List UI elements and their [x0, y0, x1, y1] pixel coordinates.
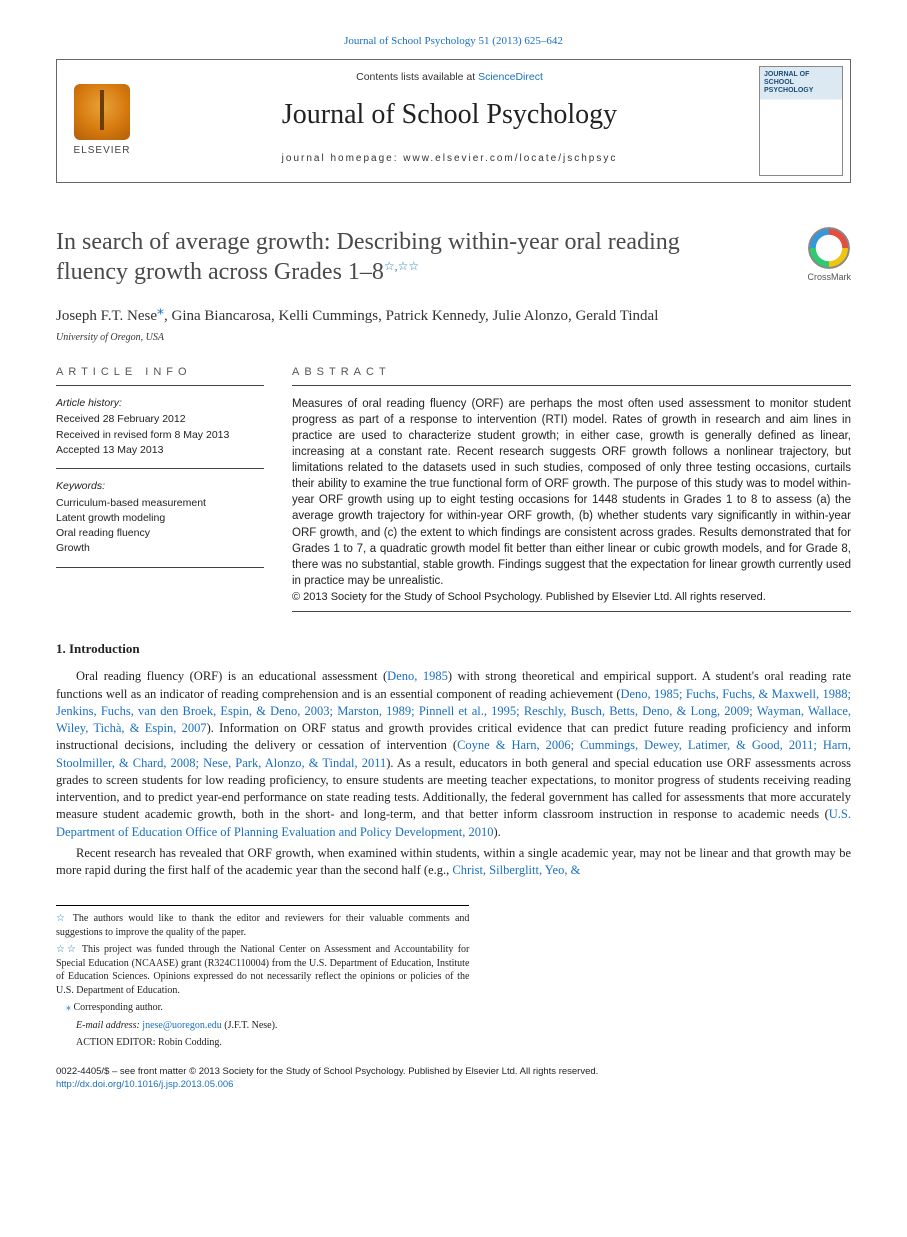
publisher-name: ELSEVIER [74, 144, 131, 158]
article-history-block: Article history: Received 28 February 20… [56, 396, 264, 469]
intro-paragraph-2: Recent research has revealed that ORF gr… [56, 845, 851, 880]
footnote-mark: ☆ [56, 913, 68, 924]
citation-link[interactable]: Journal of School Psychology 51 (2013) 6… [344, 35, 563, 47]
abstract-column: ABSTRACT Measures of oral reading fluenc… [292, 365, 851, 612]
cover-thumb-title: JOURNAL OF SCHOOL PSYCHOLOGY [764, 71, 838, 94]
abstract-body: Measures of oral reading fluency (ORF) a… [292, 398, 851, 587]
journal-masthead: ELSEVIER Contents lists available at Sci… [56, 59, 851, 183]
footnote-1-text: The authors would like to thank the edit… [56, 913, 469, 938]
history-accepted: Accepted 13 May 2013 [56, 443, 264, 458]
journal-title: Journal of School Psychology [155, 95, 744, 134]
page-bottom-meta: 0022-4405/$ – see front matter © 2013 So… [56, 1066, 851, 1092]
citation-link[interactable]: Christ, Silberglitt, Yeo, & [452, 863, 580, 877]
article-info-column: ARTICLE INFO Article history: Received 2… [56, 365, 264, 612]
footnote-2: ☆☆ This project was funded through the N… [56, 943, 469, 997]
homepage-url: www.elsevier.com/locate/jschpsyc [403, 153, 617, 164]
cover-thumb-cell: JOURNAL OF SCHOOL PSYCHOLOGY [752, 60, 850, 182]
crossmark-label: CrossMark [807, 271, 851, 284]
abstract-copyright: © 2013 Society for the Study of School P… [292, 591, 766, 603]
corresponding-author-mark[interactable]: ⁎ [157, 303, 164, 318]
contents-available-line: Contents lists available at ScienceDirec… [155, 70, 744, 85]
history-label: Article history: [56, 396, 264, 411]
corresponding-email-link[interactable]: jnese@uoregon.edu [142, 1020, 221, 1031]
crossmark-widget[interactable]: CrossMark [807, 227, 851, 284]
journal-homepage-line: journal homepage: www.elsevier.com/locat… [155, 152, 744, 166]
footnote-3-text: Corresponding author. [71, 1002, 163, 1013]
crossmark-icon [808, 227, 850, 269]
article-title-text: In search of average growth: Describing … [56, 229, 680, 285]
elsevier-tree-icon [74, 84, 130, 140]
author-rest: , Gina Biancarosa, Kelli Cummings, Patri… [164, 308, 658, 324]
intro-paragraph-1: Oral reading fluency (ORF) is an educati… [56, 668, 851, 841]
keywords-label: Keywords: [56, 479, 264, 494]
keywords-block: Keywords: Curriculum-based measurement L… [56, 479, 264, 568]
author-affiliation: University of Oregon, USA [56, 331, 851, 345]
keyword-4: Growth [56, 541, 264, 556]
front-matter-line: 0022-4405/$ – see front matter © 2013 So… [56, 1066, 851, 1079]
action-editor: ACTION EDITOR: Robin Codding. [56, 1036, 469, 1050]
elsevier-logo: ELSEVIER [74, 84, 131, 158]
citation-link[interactable]: Deno, 1985 [387, 669, 448, 683]
journal-cover-thumb: JOURNAL OF SCHOOL PSYCHOLOGY [759, 66, 843, 176]
keyword-3: Oral reading fluency [56, 526, 264, 541]
email-suffix: (J.F.T. Nese). [222, 1020, 278, 1031]
author-list: Joseph F.T. Nese⁎, Gina Biancarosa, Kell… [56, 301, 851, 327]
footnote-email: E-mail address: jnese@uoregon.edu (J.F.T… [56, 1019, 469, 1033]
keyword-2: Latent growth modeling [56, 511, 264, 526]
footnote-2-text: This project was funded through the Nati… [56, 944, 469, 996]
contents-prefix: Contents lists available at [356, 71, 478, 83]
article-title: In search of average growth: Describing … [56, 227, 696, 287]
p1-text-a: Oral reading fluency (ORF) is an educati… [76, 669, 387, 683]
footnote-3: ⁎ Corresponding author. [56, 1001, 469, 1015]
history-revised: Received in revised form 8 May 2013 [56, 428, 264, 443]
title-footnote-marks: ☆,☆☆ [384, 259, 419, 273]
abstract-text: Measures of oral reading fluency (ORF) a… [292, 396, 851, 613]
masthead-center: Contents lists available at ScienceDirec… [147, 60, 752, 182]
email-label: E-mail address: [76, 1020, 142, 1031]
history-received: Received 28 February 2012 [56, 412, 264, 427]
section-heading-intro: 1. Introduction [56, 640, 851, 658]
footnote-1: ☆ The authors would like to thank the ed… [56, 912, 469, 939]
p1-text-e: ). [494, 825, 501, 839]
sciencedirect-link[interactable]: ScienceDirect [478, 71, 543, 83]
publisher-logo-cell: ELSEVIER [57, 60, 147, 182]
footnote-mark: ☆☆ [56, 944, 78, 955]
citation-header: Journal of School Psychology 51 (2013) 6… [56, 34, 851, 49]
keyword-1: Curriculum-based measurement [56, 496, 264, 511]
article-info-label: ARTICLE INFO [56, 365, 264, 385]
homepage-prefix: journal homepage: [282, 153, 404, 164]
author-first: Joseph F.T. Nese [56, 308, 157, 324]
doi-link[interactable]: http://dx.doi.org/10.1016/j.jsp.2013.05.… [56, 1079, 233, 1090]
footnotes-block: ☆ The authors would like to thank the ed… [56, 905, 469, 1050]
abstract-label: ABSTRACT [292, 365, 851, 385]
